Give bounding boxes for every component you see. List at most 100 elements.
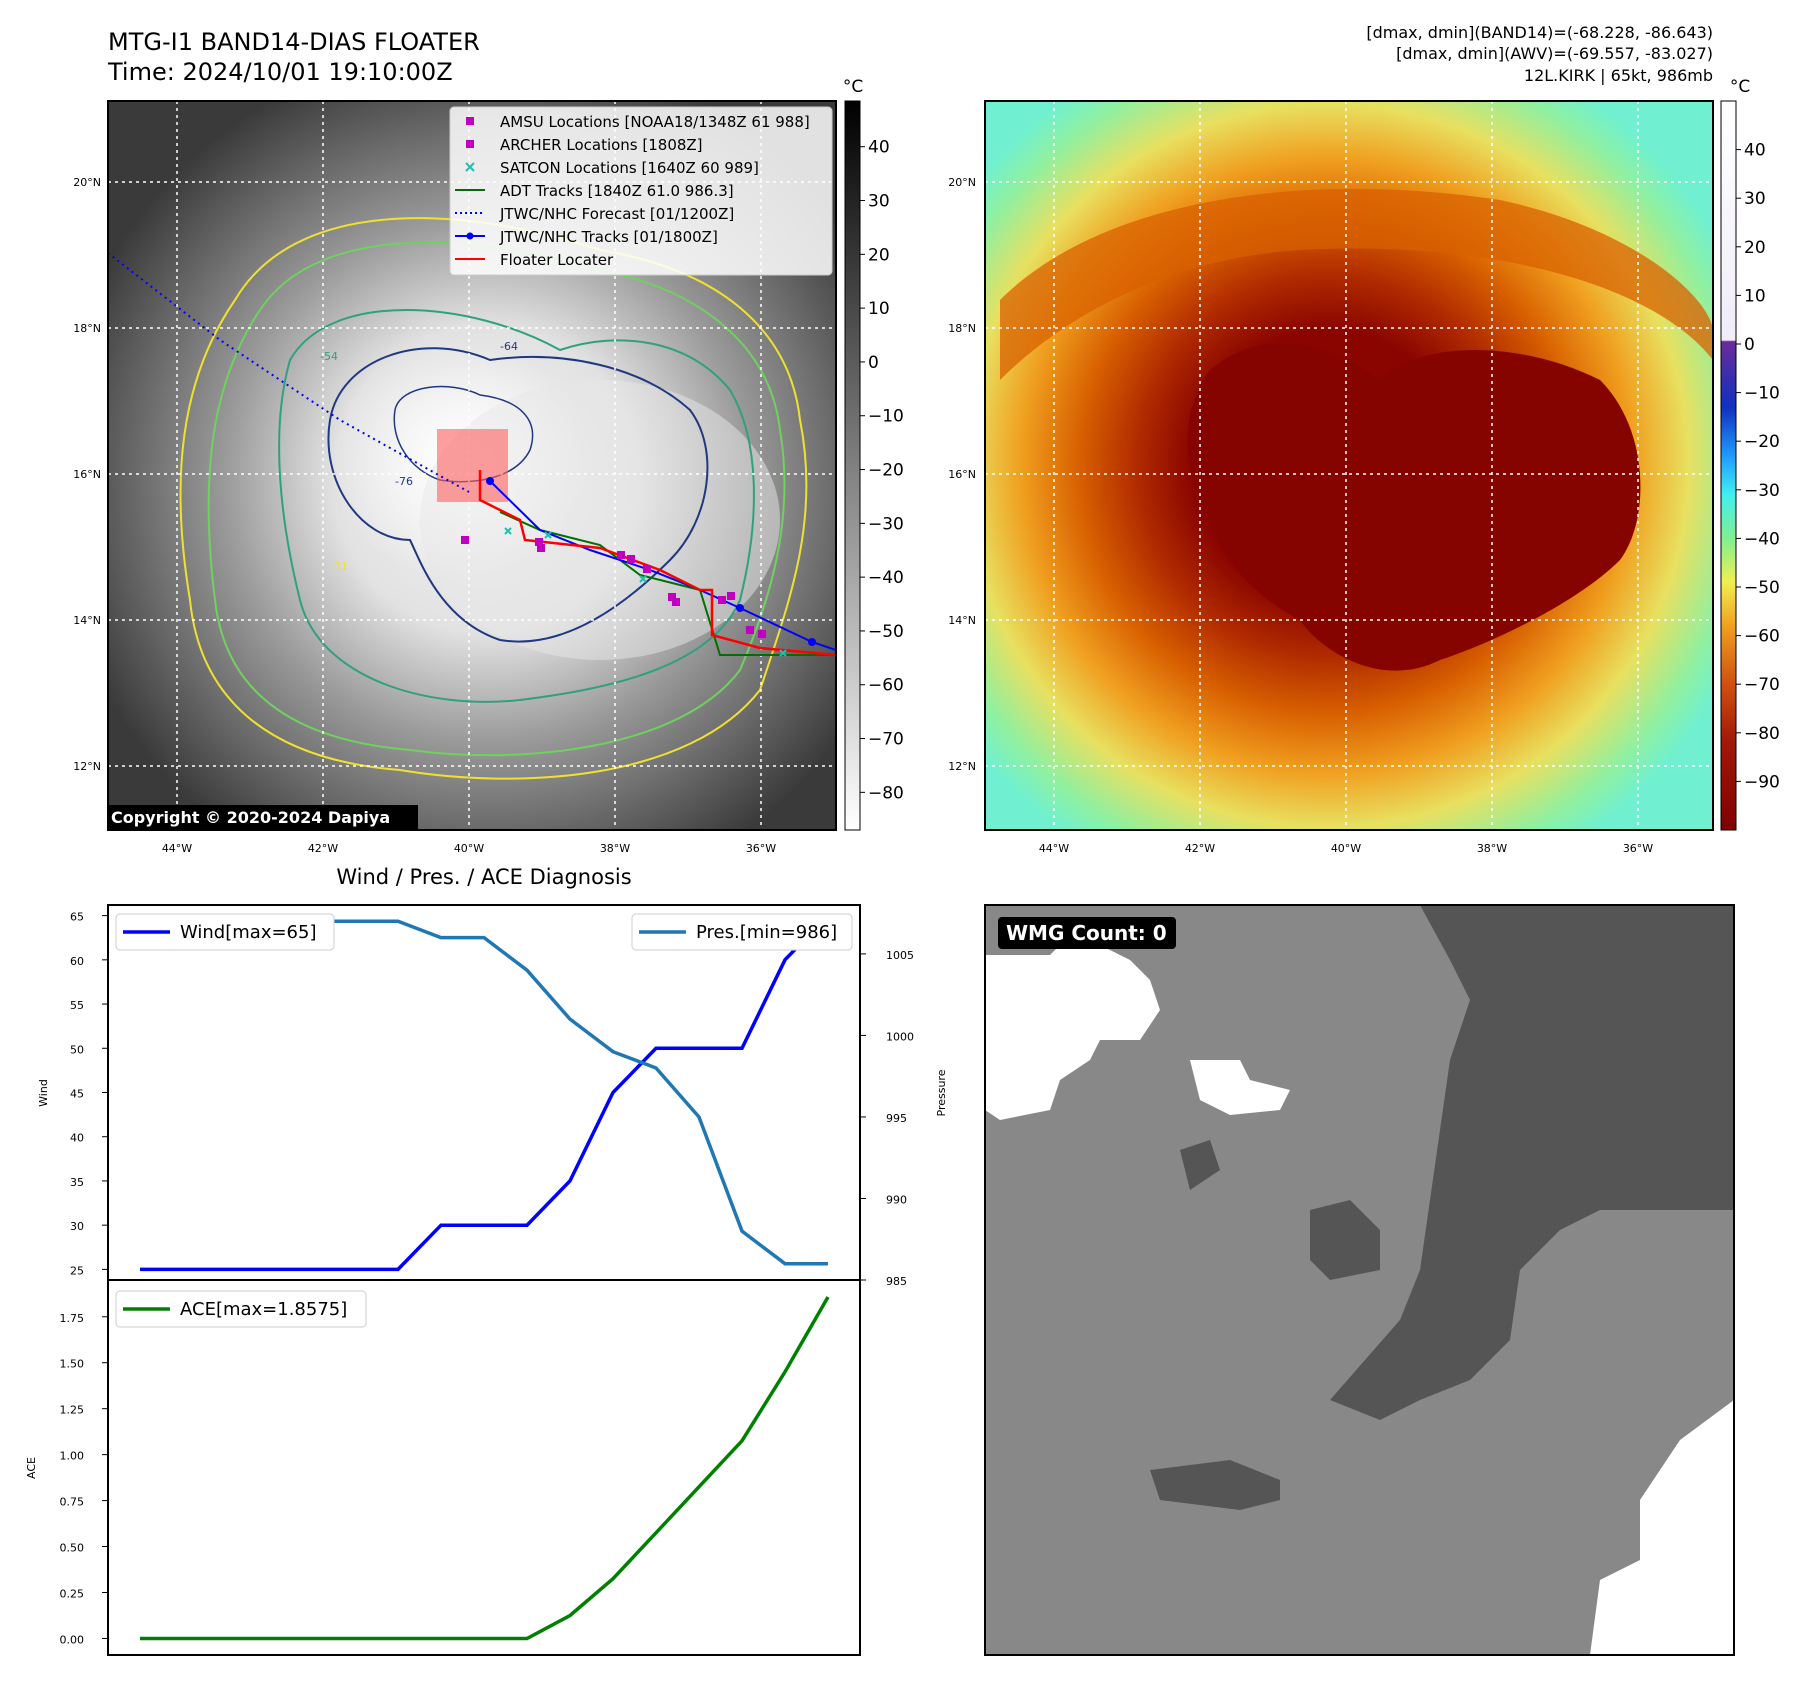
ir-lon-label: 38°W [600, 842, 630, 855]
awv-colorbar-tick-label: −80 [1744, 724, 1780, 744]
ace-legend: ACE[max=1.8575] [115, 1290, 367, 1328]
ace-tick-label: 1.75 [60, 1312, 85, 1325]
legend-label-archer: ARCHER Locations [1808Z] [500, 136, 703, 154]
awv-colorbar-tick-label: 30 [1744, 189, 1766, 209]
ir-lat-labels: 20°N 18°N 16°N 14°N 12°N [73, 176, 101, 773]
legend-label-forecast: JTWC/NHC Forecast [01/1200Z] [499, 205, 734, 223]
contour-teal [278, 309, 755, 703]
legend-box [449, 106, 833, 276]
ace-legend-box [115, 1290, 367, 1328]
wind-y-ticks: 25 30 35 40 45 50 55 60 65 [70, 911, 108, 1277]
ir-colorbar-tick-label: −40 [868, 568, 904, 588]
ace-axis-label: ACE [25, 1457, 38, 1479]
pressure-legend: Pres.[min=986] [631, 913, 853, 951]
ir-colorbar-ticks: 40 30 20 10 0 −10 −20 −30 −40 −50 −60 −70 −80 [860, 138, 904, 803]
wind-legend-box [115, 913, 335, 951]
pressure-legend-box [631, 913, 853, 951]
ir-colorbar-tick-label: −60 [868, 676, 904, 696]
wind-legend: Wind[max=65] [115, 913, 335, 951]
wind-tick-label: 35 [70, 1176, 84, 1189]
diagnosis-title: Wind / Pres. / ACE Diagnosis [336, 865, 631, 889]
wmg-dark-region-2 [1310, 1200, 1380, 1280]
awv-lat-label: 14°N [948, 614, 976, 627]
awv-colorbar-tick-label: −60 [1744, 627, 1780, 647]
pressure-legend-label: Pres.[min=986] [696, 922, 837, 943]
ir-lon-label: 40°W [454, 842, 484, 855]
legend-marker-jtwc-dot [466, 232, 474, 240]
contour-label-2: -54 [320, 350, 338, 363]
awv-colorbar-unit: °C [1730, 77, 1750, 97]
storm-info: 12L.KIRK | 65kt, 986mb [1524, 66, 1713, 85]
ace-tick-label: 1.00 [60, 1450, 85, 1463]
awv-lon-labels: 44°W 42°W 40°W 38°W 36°W [1039, 842, 1653, 855]
wmg-white-region-2 [1190, 1060, 1290, 1115]
awv-lon-label: 44°W [1039, 842, 1069, 855]
awv-lon-label: 40°W [1331, 842, 1361, 855]
wmg-dark-region-1 [1330, 905, 1734, 1420]
contour-label-4: -76 [395, 475, 413, 488]
contour-label-1: -31 [330, 560, 348, 573]
copyright-text: Copyright © 2020-2024 Dapiya [111, 808, 390, 827]
wmg-dark-region-3 [1150, 1460, 1280, 1510]
awv-lat-label: 12°N [948, 760, 976, 773]
ir-colorbar-tick-label: −80 [868, 783, 904, 803]
wind-axis-label: Wind [37, 1079, 50, 1107]
ace-tick-label: 0.50 [60, 1542, 85, 1555]
ir-legend: AMSU Locations [NOAA18/1348Z 61 988] ARC… [449, 106, 833, 276]
wind-tick-label: 50 [70, 1043, 84, 1056]
ir-colorbar-tick-label: −20 [868, 461, 904, 481]
awv-colorbar-tick-label: −30 [1744, 481, 1780, 501]
stats-line-2: [dmax, dmin](AWV)=(-69.557, -83.027) [1396, 44, 1713, 63]
awv-lat-label: 18°N [948, 322, 976, 335]
pressure-axis-label: Pressure [935, 1069, 948, 1116]
ace-tick-label: 0.00 [60, 1633, 85, 1646]
awv-colorbar-tick-label: −20 [1744, 432, 1780, 452]
legend-marker-archer [466, 140, 474, 148]
wmg-dark-region-4 [1180, 1140, 1220, 1190]
ir-colorbar [844, 100, 861, 831]
legend-marker-amsu [466, 117, 474, 125]
ir-map-frame [107, 100, 837, 831]
wind-tick-label: 45 [70, 1088, 84, 1101]
time-title: Time: 2024/10/01 19:10:00Z [107, 58, 453, 86]
awv-lon-label: 42°W [1185, 842, 1215, 855]
ir-colorbar-tick-label: 20 [868, 245, 890, 265]
pressure-tick-label: 990 [886, 1193, 907, 1206]
pressure-tick-label: 1005 [886, 949, 914, 962]
main-title: MTG-I1 BAND14-DIAS FLOATER [108, 28, 480, 56]
wind-tick-label: 30 [70, 1220, 84, 1233]
ir-lon-label: 44°W [162, 842, 192, 855]
ir-lon-label: 36°W [746, 842, 776, 855]
wmg-frame [984, 904, 1735, 1656]
awv-lon-label: 36°W [1623, 842, 1653, 855]
wind-tick-label: 65 [70, 911, 84, 924]
wind-tick-label: 40 [70, 1132, 84, 1145]
wmg-white-region-1 [985, 935, 1160, 1120]
jtwc-point-1 [486, 477, 494, 485]
awv-core [1187, 343, 1641, 671]
ir-lat-label: 16°N [73, 468, 101, 481]
ir-colorbar-tick-label: 40 [868, 138, 890, 158]
legend-label-adt: ADT Tracks [1840Z 61.0 986.3] [500, 182, 734, 200]
awv-gridlines [985, 101, 1713, 830]
ace-axes [107, 1279, 861, 1656]
jtwc-point-3 [808, 638, 816, 646]
satcon-markers [504, 527, 787, 657]
floater-track [478, 470, 836, 657]
ir-colorbar-tick-label: −30 [868, 514, 904, 534]
awv-colorbar-tick-label: −50 [1744, 578, 1780, 598]
ace-tick-label: 0.25 [60, 1588, 85, 1601]
contour-label-3: -64 [500, 340, 518, 353]
ir-lon-label: 42°W [308, 842, 338, 855]
legend-label-jtwc: JTWC/NHC Tracks [01/1800Z] [499, 228, 718, 246]
ir-band [420, 380, 780, 660]
awv-colorbar [1720, 100, 1737, 831]
ace-legend-label: ACE[max=1.8575] [180, 1299, 347, 1320]
legend-label-satcon: SATCON Locations [1640Z 60 989] [500, 159, 759, 177]
ir-colorbar-tick-label: 0 [868, 353, 879, 373]
pressure-tick-label: 1000 [886, 1030, 914, 1043]
ace-y-ticks: 0.00 0.25 0.50 0.75 1.00 1.25 1.50 1.75 [60, 1312, 108, 1646]
wmg-count-bg [998, 917, 1176, 949]
awv-rainband [1000, 188, 1713, 380]
legend-label-amsu: AMSU Locations [NOAA18/1348Z 61 988] [500, 113, 810, 131]
